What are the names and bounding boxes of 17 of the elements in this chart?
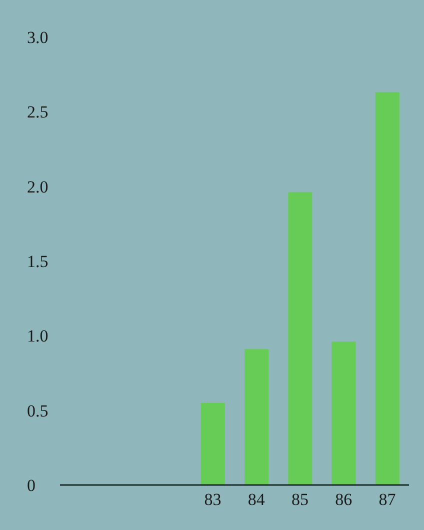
y-tick-label: 1.5 (27, 252, 48, 272)
bar (375, 92, 400, 485)
y-tick-label: 1.0 (27, 326, 48, 346)
x-tick-label: 85 (291, 490, 308, 510)
y-tick-label: 3.0 (27, 28, 48, 48)
bar (332, 342, 356, 485)
bar (244, 349, 268, 485)
x-tick-label: 86 (335, 490, 352, 510)
x-tick-label: 87 (378, 490, 396, 510)
y-tick-label: 2.0 (27, 177, 48, 196)
y-tick-label: 2.5 (27, 102, 48, 122)
x-tick-label: 84 (248, 490, 266, 510)
bar (200, 402, 225, 485)
y-tick-label: 0.5 (27, 401, 48, 420)
x-tick-label: 83 (204, 490, 222, 510)
y-tick-label: 0 (27, 476, 36, 496)
bar (288, 192, 312, 485)
